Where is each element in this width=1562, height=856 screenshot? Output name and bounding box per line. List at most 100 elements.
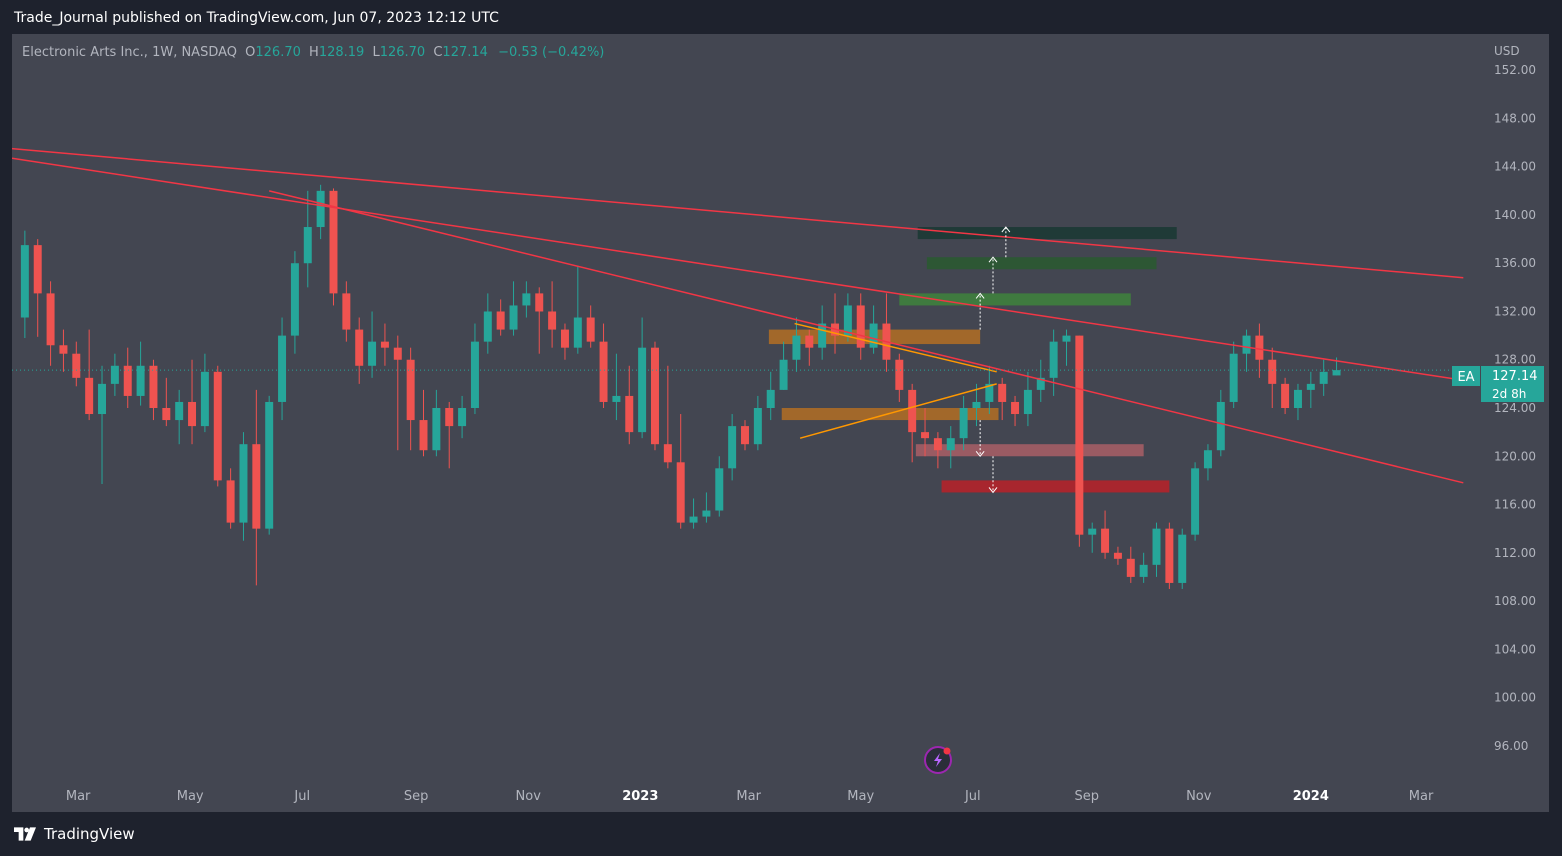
price-badge: EA 127.14 2d 8h bbox=[1452, 366, 1544, 402]
price-tick-label: 136.00 bbox=[1494, 256, 1536, 270]
candle bbox=[1101, 510, 1110, 559]
candle bbox=[753, 395, 762, 451]
projection-arrow[interactable] bbox=[988, 456, 998, 494]
target-zone-2[interactable] bbox=[926, 257, 1157, 270]
candle-body bbox=[766, 389, 775, 408]
price-tick-label: 140.00 bbox=[1494, 208, 1536, 222]
candle-body bbox=[458, 408, 467, 427]
time-tick-label: Jul bbox=[964, 789, 981, 804]
candle bbox=[972, 383, 981, 427]
candle bbox=[1075, 335, 1084, 547]
price-chart[interactable]: USD 152.00 148.00 144.00 140.00 136.00 132.00… bbox=[12, 34, 1549, 812]
price-tick-label: 108.00 bbox=[1494, 594, 1536, 608]
candle bbox=[72, 341, 81, 387]
candle bbox=[869, 305, 878, 354]
candle bbox=[715, 456, 724, 517]
open-label: O bbox=[245, 45, 256, 60]
candle-body bbox=[175, 401, 184, 421]
candle bbox=[265, 395, 274, 535]
time-tick-label: Sep bbox=[404, 789, 429, 804]
target-zone-3[interactable] bbox=[917, 227, 1177, 240]
candle bbox=[46, 281, 55, 366]
candle-body bbox=[1306, 383, 1315, 390]
upper-trendline[interactable] bbox=[12, 147, 1464, 279]
candle-body bbox=[1088, 528, 1097, 535]
stop-zone-2[interactable] bbox=[941, 480, 1170, 493]
candle bbox=[676, 414, 685, 529]
candle-body bbox=[136, 365, 145, 396]
lightning-icon[interactable] bbox=[924, 746, 952, 774]
candle-body bbox=[1216, 401, 1225, 451]
candle-body bbox=[1152, 528, 1161, 565]
candle bbox=[650, 341, 659, 451]
candle-body bbox=[1036, 377, 1045, 390]
candle bbox=[509, 281, 518, 336]
candle-body bbox=[1191, 468, 1200, 535]
price-tick-label: 100.00 bbox=[1494, 691, 1536, 705]
candle-body bbox=[483, 311, 492, 342]
candle-body bbox=[702, 510, 711, 517]
candle bbox=[560, 323, 569, 360]
zones-layer bbox=[768, 227, 1177, 493]
price-badge-bg bbox=[1481, 366, 1544, 402]
stop-zone-1[interactable] bbox=[915, 444, 1144, 457]
candle-body bbox=[200, 371, 209, 427]
middle-trendline[interactable] bbox=[12, 157, 1464, 381]
candle-body bbox=[638, 347, 647, 433]
candle-body bbox=[98, 383, 107, 415]
candle-body bbox=[689, 516, 698, 523]
candle bbox=[316, 184, 325, 240]
candle-body bbox=[535, 293, 544, 312]
time-tick-label: Mar bbox=[66, 789, 91, 804]
candle-body bbox=[303, 227, 312, 264]
tradingview-logo-icon[interactable] bbox=[14, 827, 38, 841]
candle bbox=[908, 383, 917, 463]
candle-body bbox=[741, 426, 749, 445]
candle bbox=[1152, 522, 1161, 577]
lower-trendline[interactable] bbox=[269, 190, 1464, 484]
candle bbox=[200, 353, 209, 433]
candle bbox=[792, 317, 801, 372]
projection-arrow[interactable] bbox=[988, 256, 998, 294]
candle bbox=[535, 287, 544, 354]
candle-body bbox=[149, 365, 158, 408]
candle-body bbox=[46, 293, 55, 346]
candle-body bbox=[496, 311, 505, 330]
candle-body bbox=[419, 420, 428, 451]
low-value: 126.70 bbox=[379, 45, 426, 60]
candle bbox=[252, 389, 261, 586]
candle-body bbox=[1139, 564, 1148, 577]
candle-body bbox=[715, 468, 724, 511]
wedge-top[interactable] bbox=[794, 322, 997, 373]
time-tick-label: Jul bbox=[293, 789, 310, 804]
candle-body bbox=[85, 377, 94, 415]
arrow-head bbox=[1001, 226, 1011, 233]
candle bbox=[278, 317, 287, 421]
candle-body bbox=[1023, 389, 1032, 415]
candle bbox=[149, 359, 158, 421]
candle-body bbox=[650, 347, 659, 445]
projection-arrow[interactable] bbox=[975, 292, 985, 330]
candle bbox=[1229, 341, 1238, 408]
candle bbox=[458, 395, 467, 439]
wedge-bottom[interactable] bbox=[799, 383, 997, 439]
projection-arrow[interactable] bbox=[975, 420, 985, 458]
candle-body bbox=[663, 444, 672, 463]
projection-arrow[interactable] bbox=[1001, 226, 1011, 258]
candle bbox=[1178, 528, 1187, 589]
close-label: C bbox=[433, 45, 443, 60]
low-label: L bbox=[372, 45, 380, 60]
candle bbox=[1049, 329, 1058, 396]
candle-body bbox=[869, 323, 878, 348]
candle bbox=[355, 317, 364, 384]
time-tick-label: 2023 bbox=[622, 789, 658, 804]
footer-brand[interactable]: TradingView bbox=[44, 825, 135, 843]
candle bbox=[123, 347, 132, 408]
chart-frame[interactable]: USD 152.00 148.00 144.00 140.00 136.00 132.00… bbox=[12, 34, 1549, 812]
candle-body bbox=[380, 341, 389, 348]
arrow-head bbox=[988, 256, 998, 263]
candle bbox=[59, 329, 68, 372]
candle bbox=[1293, 383, 1302, 421]
candle bbox=[406, 347, 415, 451]
candle bbox=[393, 335, 402, 451]
